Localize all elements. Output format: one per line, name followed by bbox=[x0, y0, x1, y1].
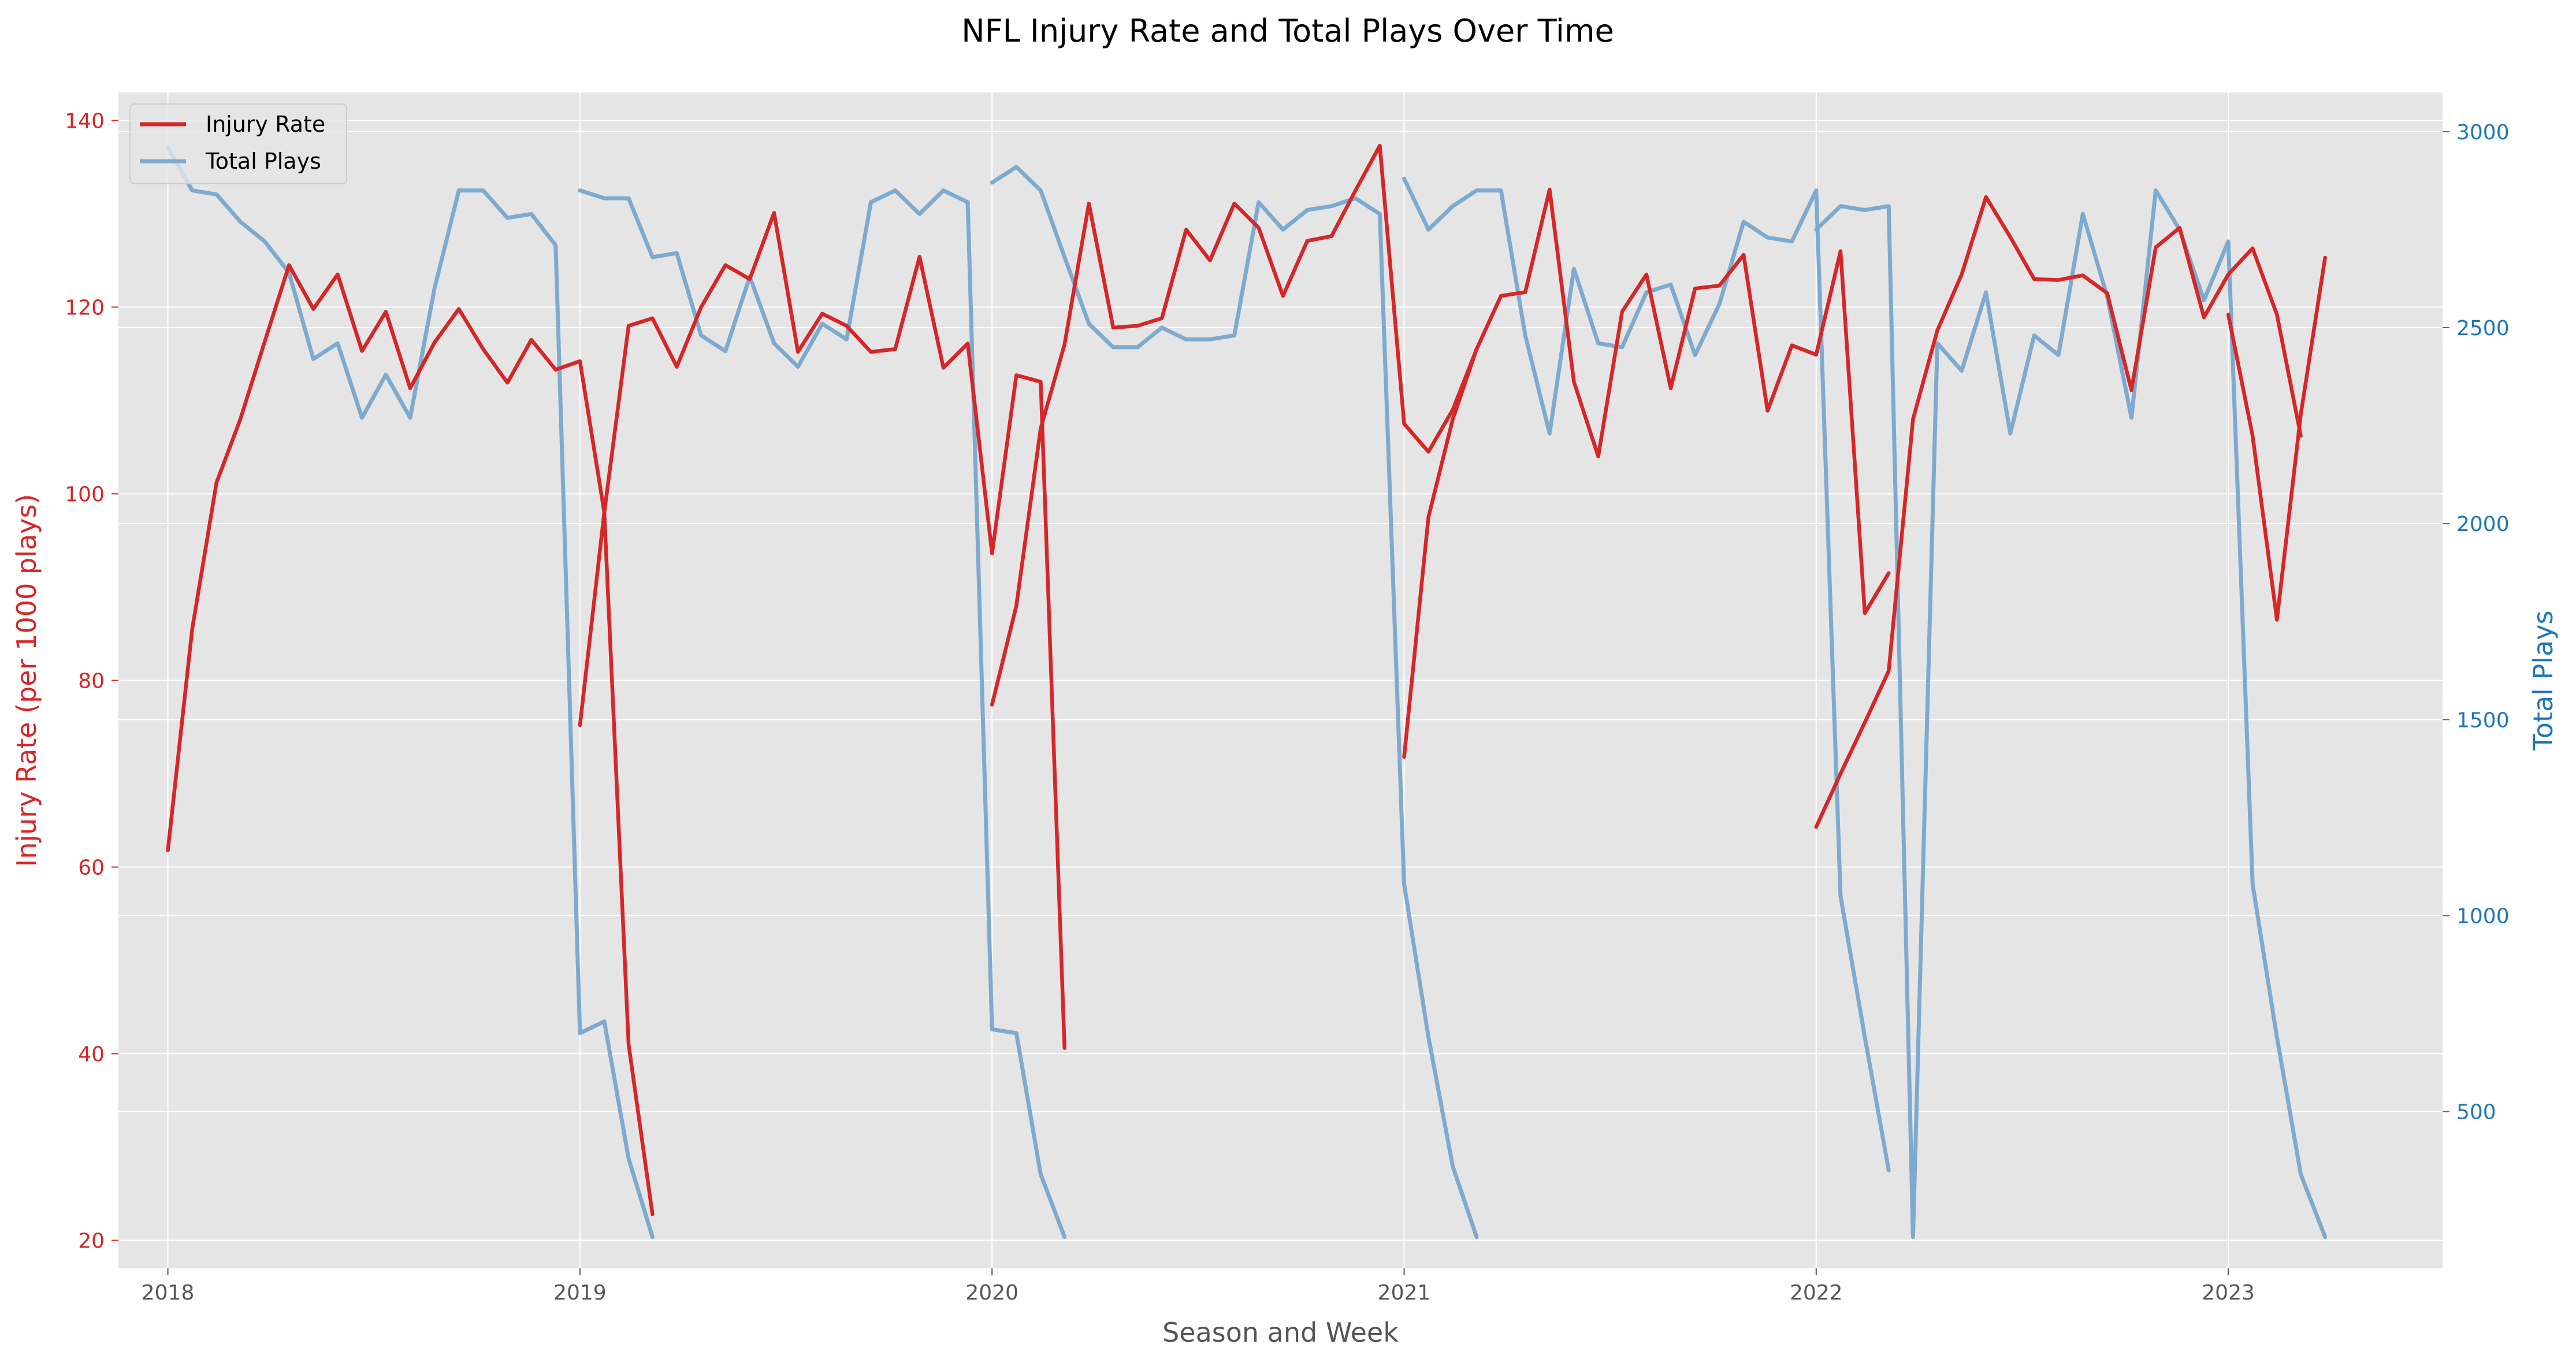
y-right-tick-label: 2000 bbox=[2456, 513, 2510, 536]
x-tick-label: 2023 bbox=[2202, 1281, 2255, 1305]
y-right-tick-label: 1000 bbox=[2456, 905, 2510, 929]
x-tick-label: 2019 bbox=[553, 1281, 607, 1305]
x-axis-label: Season and Week bbox=[1162, 1317, 1399, 1348]
y-right-tick-label: 500 bbox=[2456, 1101, 2496, 1124]
injury-rate-line bbox=[166, 263, 655, 1216]
x-tick-label: 2021 bbox=[1378, 1281, 1431, 1305]
injury-rate-line bbox=[578, 211, 1066, 1051]
injury-rate-line bbox=[2226, 255, 2327, 622]
injury-rate-line bbox=[1402, 187, 1891, 759]
injury-rate-line bbox=[990, 143, 1479, 707]
legend: Injury Rate Total Plays bbox=[129, 103, 347, 184]
x-tick-label: 2018 bbox=[142, 1281, 195, 1305]
legend-label: Injury Rate bbox=[206, 112, 325, 137]
y-right-tick-label: 3000 bbox=[2456, 121, 2510, 144]
total-plays-line bbox=[1402, 176, 1891, 1172]
y-axis-left-label: Injury Rate (per 1000 plays) bbox=[11, 494, 42, 867]
total-plays-line bbox=[1814, 188, 2328, 1239]
y-left-tick-label: 40 bbox=[78, 1043, 105, 1067]
y-left-tick-label: 100 bbox=[65, 482, 105, 506]
total-plays-line bbox=[990, 165, 1479, 1239]
y-left-tick-label: 140 bbox=[65, 109, 105, 133]
total-plays-line bbox=[166, 145, 655, 1239]
y-axis-right-label: Total Plays bbox=[2527, 611, 2559, 751]
y-left-tick-label: 20 bbox=[78, 1230, 105, 1253]
x-tick-label: 2020 bbox=[965, 1281, 1018, 1305]
chart-title: NFL Injury Rate and Total Plays Over Tim… bbox=[961, 13, 1614, 49]
series-layer bbox=[166, 143, 2328, 1239]
y-right-tick-label: 2500 bbox=[2456, 317, 2510, 340]
y-left-tick-label: 80 bbox=[78, 670, 105, 693]
total-plays-line bbox=[578, 188, 1067, 1239]
x-tick-label: 2022 bbox=[1790, 1281, 1843, 1305]
legend-label: Total Plays bbox=[205, 149, 321, 174]
y-left-tick-label: 60 bbox=[78, 856, 105, 880]
y-left-tick-label: 120 bbox=[65, 296, 105, 320]
injury-rate-line bbox=[1814, 195, 2303, 829]
axes-layer: 2018 2019 2020 2021 2022 2023 20 40 60 80 100 120 14… bbox=[65, 109, 2509, 1305]
y-right-tick-label: 1500 bbox=[2456, 708, 2510, 732]
